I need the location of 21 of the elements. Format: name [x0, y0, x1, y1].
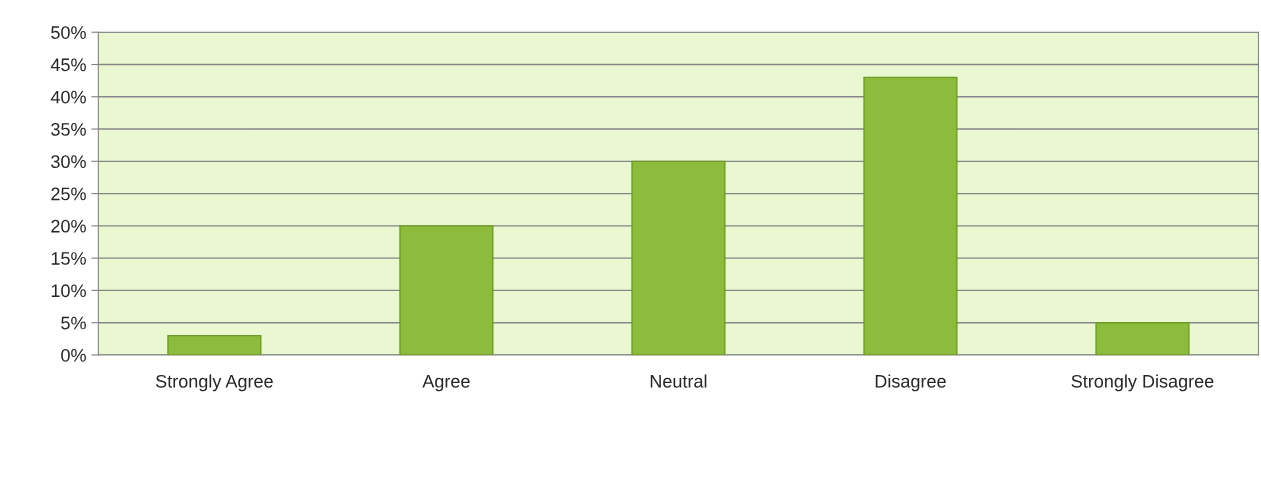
y-tick-label: 45% [50, 58, 86, 72]
y-tick-label: 5% [61, 316, 86, 330]
y-tick-label: 50% [51, 26, 86, 39]
x-tick-label: Disagree [875, 374, 946, 392]
x-tick-label: Strongly Agree [155, 374, 273, 392]
bar [863, 76, 958, 355]
y-tick-label: 20% [51, 219, 86, 233]
x-tick-label: Neutral [650, 374, 707, 388]
bar [399, 225, 494, 355]
bar [167, 334, 262, 355]
x-tick-label: Strongly Disagree [1071, 374, 1214, 392]
y-tick-label: 40% [50, 90, 86, 104]
y-tick-label: 0% [61, 348, 86, 362]
y-tick-label: 10% [51, 284, 86, 298]
y-tick-label: 15% [51, 252, 86, 265]
x-tick-label: Agree [422, 375, 470, 392]
y-tick-label: 35% [51, 122, 86, 136]
bar [1095, 322, 1190, 355]
bar [631, 160, 726, 355]
y-tick-label: 30% [51, 155, 86, 169]
y-tick-label: 25% [51, 187, 86, 201]
